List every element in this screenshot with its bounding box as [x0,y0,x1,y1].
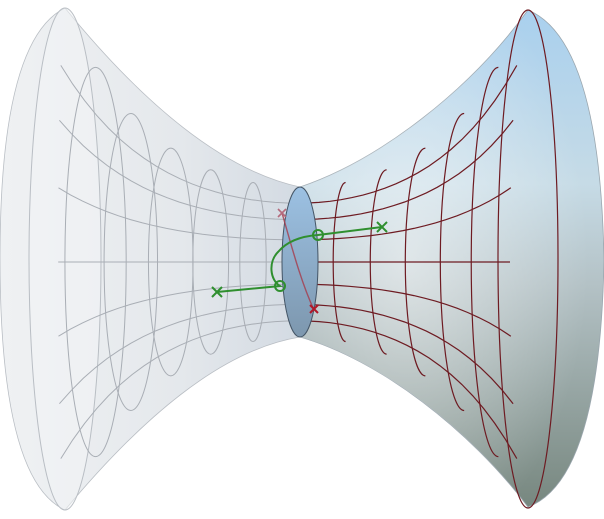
end-cross-marker [376,221,388,233]
right-rim [497,9,559,509]
left-grid-meridian [59,119,299,221]
red-geodesic [281,212,315,311]
start-cross-marker [211,286,223,298]
throat-circle-marker-upper [312,229,324,241]
green-path [216,226,383,293]
pink-cross-marker [277,208,287,218]
right-grid-meridian [295,187,512,241]
red-cross-marker [309,304,319,314]
throat-opening [281,186,319,338]
right-surface-shine [300,10,604,507]
right-grid-meridian [296,320,518,459]
right-grid [295,65,518,459]
left-grid-meridian [58,187,299,241]
left-grid-meridian [58,283,299,337]
left-grid [58,65,300,459]
left-grid-meridian [60,65,300,204]
left-grid-meridian [60,320,300,459]
right-grid-meridian [295,283,512,337]
left-grid-meridian [59,303,299,405]
throat-circle-marker-lower [274,280,286,292]
right-grid-meridian [295,119,514,221]
right-grid-meridian [296,65,518,204]
right-grid-meridian [295,303,514,405]
